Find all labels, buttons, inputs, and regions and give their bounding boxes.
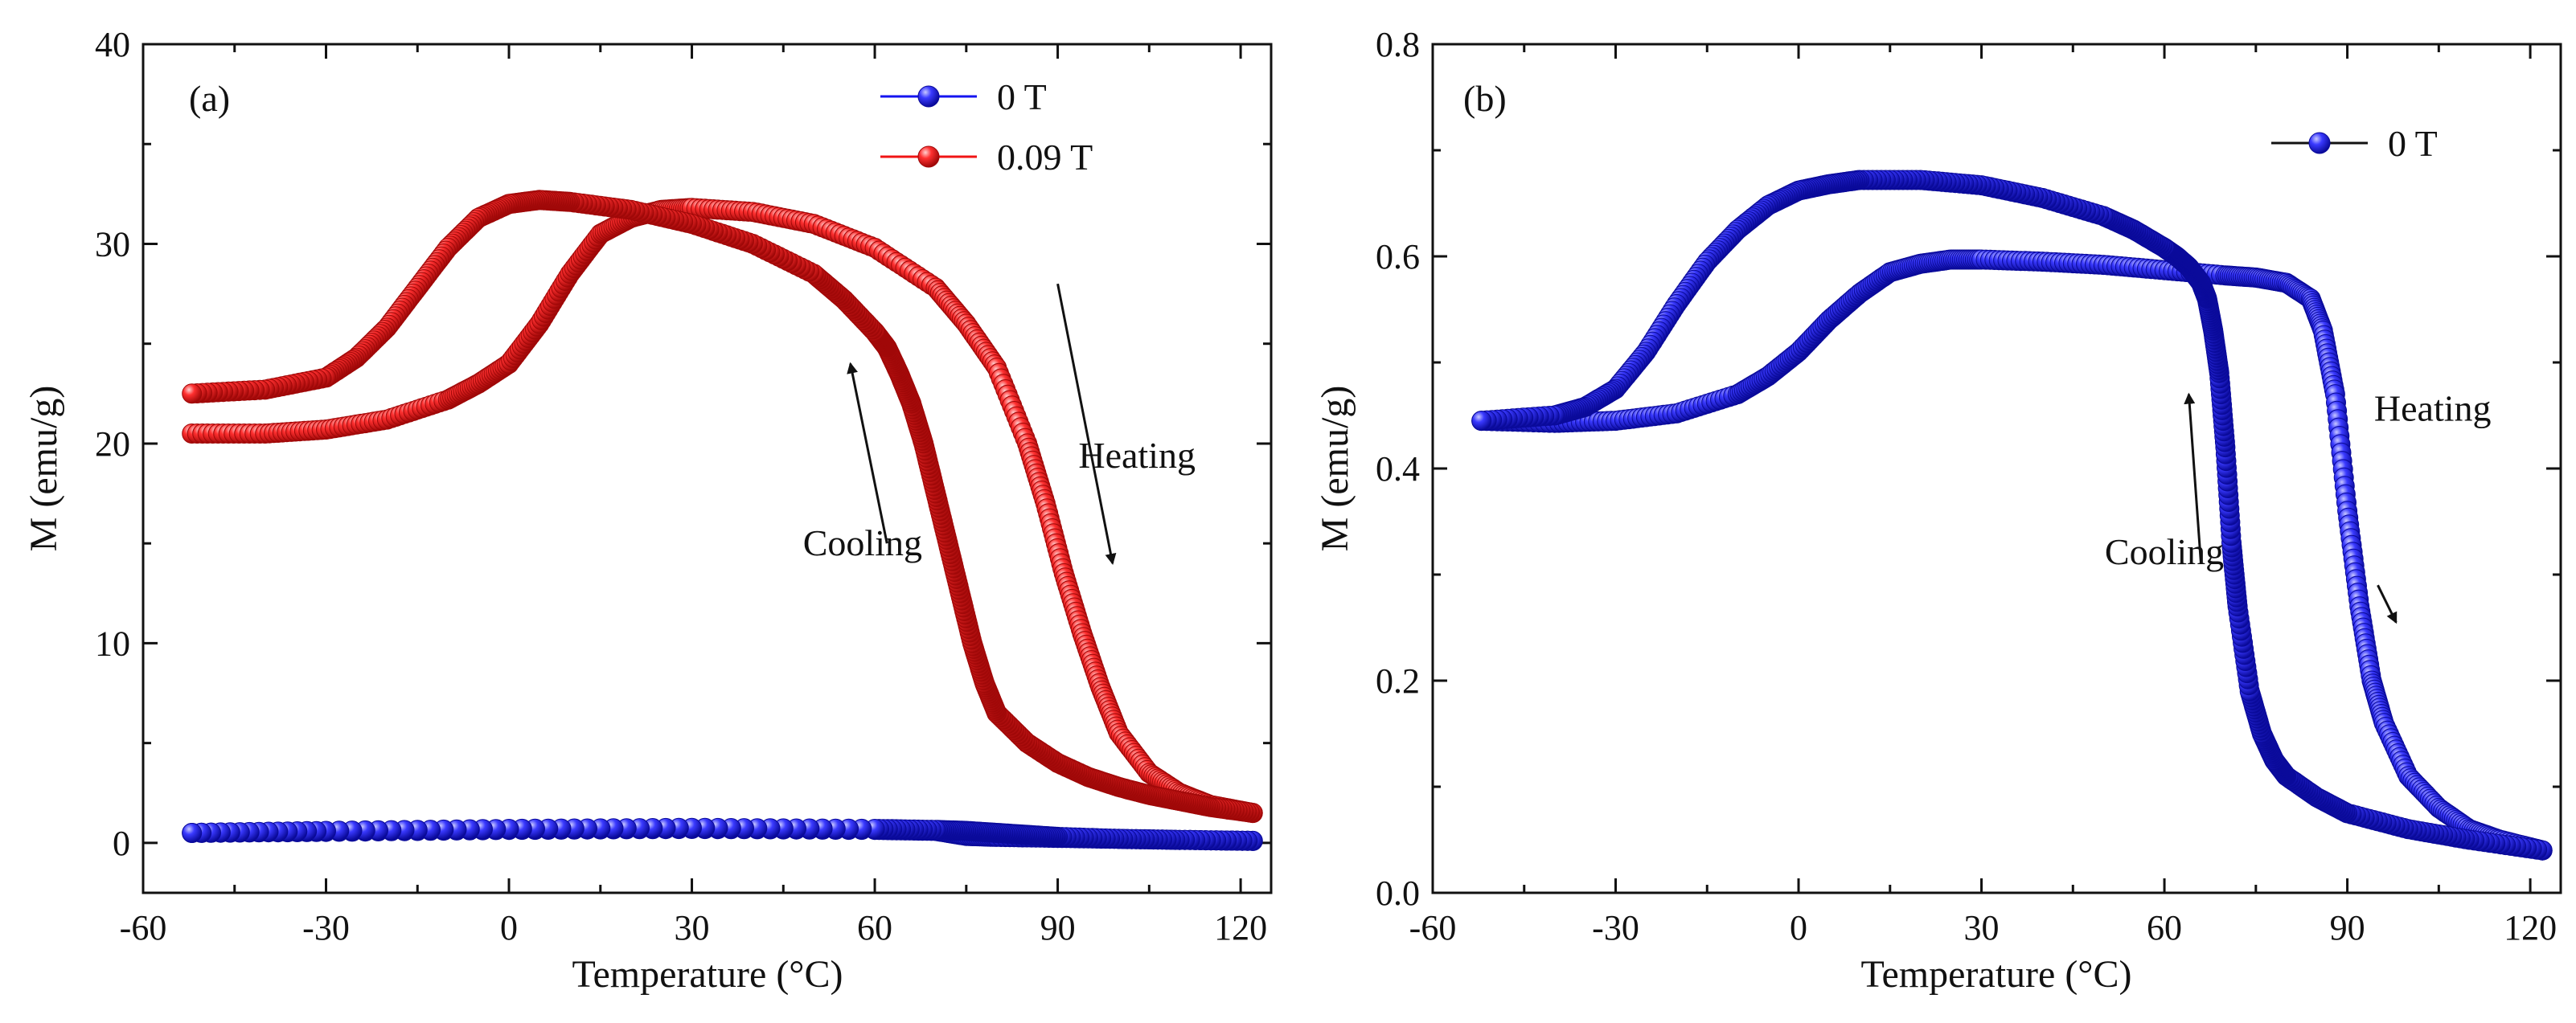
- annotation-arrow-heating: [2377, 584, 2398, 624]
- series-line-cooling: [1481, 179, 2543, 852]
- panel-b-series: [1471, 170, 2553, 861]
- y-tick-label: 10: [95, 624, 130, 663]
- panel-a-frame: [142, 43, 1273, 894]
- annotation-arrow-cooling: [847, 362, 888, 544]
- x-tick-label: -60: [120, 908, 167, 947]
- annotation-heating: Heating: [2374, 388, 2492, 429]
- data-point: [1471, 411, 1492, 432]
- annotation-arrow-heating: [1056, 283, 1117, 565]
- legend-label-0t-b: 0 T: [2388, 123, 2438, 164]
- panel-a-series: [182, 190, 1263, 851]
- panel-b-ticks: -60 -30 0 30 60 90 120 0.0 0.2 0.4 0.6 0.8: [1376, 25, 2561, 947]
- panel-b-xlabel: Temperature (°C): [1860, 953, 2131, 996]
- legend-label-0t: 0 T: [997, 76, 1047, 117]
- x-tick-label: 60: [857, 908, 892, 947]
- data-point: [182, 823, 203, 843]
- data-point: [182, 383, 203, 404]
- panel-a-ylabel: M (emu/g): [23, 386, 65, 552]
- x-tick-label: 90: [2330, 908, 2365, 947]
- series-line-cooling: [191, 198, 1253, 814]
- panel-b-label: (b): [1463, 78, 1507, 119]
- legend-marker-009t: [917, 145, 940, 168]
- y-tick-label: 0.0: [1376, 874, 1420, 913]
- legend-marker-0t-b: [2308, 132, 2331, 154]
- y-tick-label: 0.8: [1376, 25, 1420, 64]
- y-tick-label: 0.6: [1376, 237, 1420, 276]
- x-tick-label: 120: [2504, 908, 2557, 947]
- panel-a-label: (a): [189, 78, 230, 119]
- x-tick-label: 60: [2147, 908, 2182, 947]
- x-tick-label: -30: [1592, 908, 1639, 947]
- legend-marker-0t: [917, 85, 940, 108]
- annotation-arrow-cooling: [2184, 392, 2203, 564]
- x-tick-label: 0: [500, 908, 518, 947]
- x-tick-label: 120: [1214, 908, 1267, 947]
- y-tick-label: 0.4: [1376, 449, 1420, 489]
- annotation-heating: Heating: [1078, 435, 1196, 476]
- x-tick-label: 30: [1964, 908, 2000, 947]
- series-line-heating: [191, 207, 1253, 814]
- y-tick-label: 40: [95, 25, 130, 64]
- annotation-cooling: Cooling: [803, 522, 922, 563]
- annotation-cooling: Cooling: [2105, 531, 2224, 572]
- x-tick-label: 0: [1790, 908, 1807, 947]
- x-tick-label: 90: [1040, 908, 1076, 947]
- y-tick-label: 0: [113, 824, 130, 863]
- panel-a-ticks: -60 -30 0 30 60 90 120 0 10 20 30 40: [95, 25, 1271, 947]
- x-tick-label: -60: [1409, 908, 1457, 947]
- y-tick-label: 20: [95, 424, 130, 464]
- panel-b: -60 -30 0 30 60 90 120 0.0 0.2 0.4 0.6 0.8 (b) Temp…: [1314, 25, 2562, 996]
- panel-a-annotations: Heating Cooling: [803, 283, 1196, 565]
- panel-a-legend: 0 T 0.09 T: [880, 76, 1093, 178]
- x-tick-label: -30: [302, 908, 350, 947]
- panel-a-xlabel: Temperature (°C): [572, 953, 843, 996]
- panel-a: -60 -30 0 30 60 90 120 0 10 20 30 40 (a) Temperatur…: [23, 25, 1273, 996]
- y-tick-label: 0.2: [1376, 661, 1420, 701]
- panel-b-frame: [1431, 43, 2562, 894]
- x-tick-label: 30: [675, 908, 710, 947]
- y-tick-label: 30: [95, 224, 130, 264]
- panel-b-ylabel: M (emu/g): [1314, 386, 1356, 552]
- legend-label-009t: 0.09 T: [997, 137, 1093, 178]
- panel-b-legend: 0 T: [2271, 123, 2438, 164]
- panel-b-annotations: Heating Cooling: [2105, 388, 2492, 624]
